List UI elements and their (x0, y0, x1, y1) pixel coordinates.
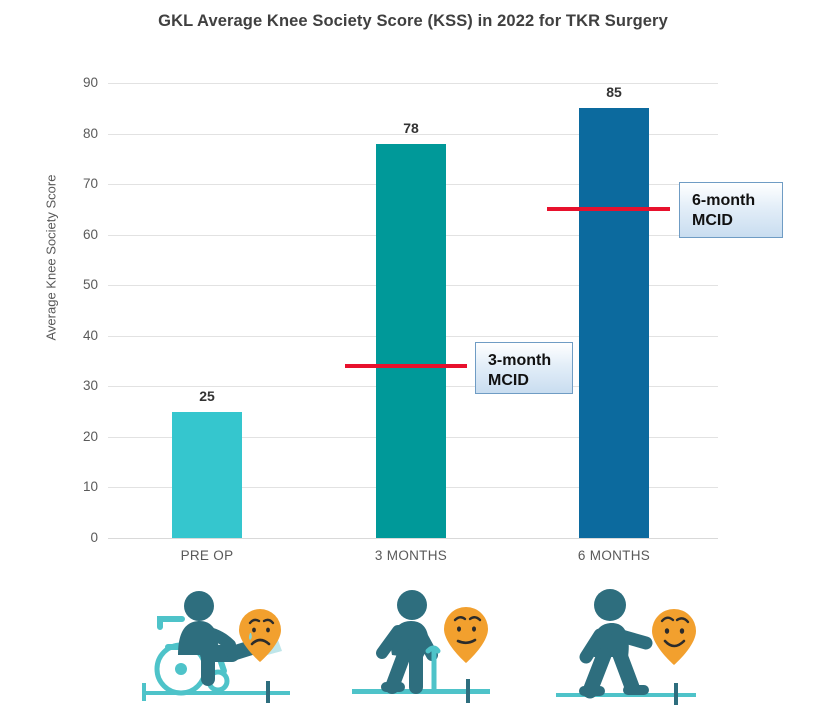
walking-with-cane-illustration (352, 590, 490, 703)
gridline (108, 133, 718, 135)
x-axis-category-label: 3 MONTHS (374, 548, 448, 563)
y-axis-tick-label: 0 (90, 530, 98, 545)
y-axis-tick-label: 50 (82, 277, 98, 293)
mcid-callout-line2: MCID (488, 371, 529, 389)
mcid-threshold-line-3-month (345, 364, 467, 369)
y-axis-tick-label: 10 (82, 479, 98, 495)
pictogram-six-months (552, 583, 722, 710)
walking-unaided-illustration (556, 589, 696, 705)
mcid-callout-6-month[interactable]: 6-month MCID (679, 182, 783, 238)
mcid-callout-3-month[interactable]: 3-month MCID (475, 342, 573, 394)
mcid-callout-line2: MCID (692, 211, 733, 229)
wheelchair-person-illustration (142, 591, 290, 703)
x-axis-category-label: PRE OP (180, 548, 234, 563)
x-axis-category-label: 6 MONTHS (577, 548, 651, 563)
bar-3-months[interactable] (376, 143, 446, 538)
pictogram-pre-op (138, 583, 308, 710)
mcid-callout-line1: 3-month (488, 352, 552, 369)
bar-6-months[interactable] (579, 108, 649, 538)
chart-title: GKL Average Knee Society Score (KSS) in … (158, 12, 668, 30)
gridline (108, 538, 718, 539)
y-axis-tick-label: 40 (82, 327, 98, 343)
bar-value-label: 25 (199, 387, 215, 404)
pictogram-three-months (348, 583, 518, 710)
sad-crying-face-pin (239, 609, 281, 662)
y-axis-tick-label: 90 (82, 75, 98, 90)
y-axis-tick-label: 70 (82, 176, 98, 192)
y-axis-tick-label: 30 (82, 378, 98, 394)
bar-pre-op[interactable] (172, 411, 242, 538)
mcid-callout-line1: 6-month (692, 192, 756, 209)
y-axis-tick-label: 80 (82, 125, 98, 141)
bar-value-label: 78 (403, 119, 419, 136)
mcid-threshold-line-6-month (547, 207, 670, 212)
gridline (108, 83, 718, 84)
plot-area (108, 83, 718, 539)
bar-value-label: 85 (606, 84, 622, 101)
y-axis-tick-label: 60 (82, 226, 98, 242)
happy-smiling-face-pin (652, 609, 696, 665)
neutral-face-pin (444, 607, 488, 663)
y-axis-tick-label: 20 (82, 428, 98, 444)
